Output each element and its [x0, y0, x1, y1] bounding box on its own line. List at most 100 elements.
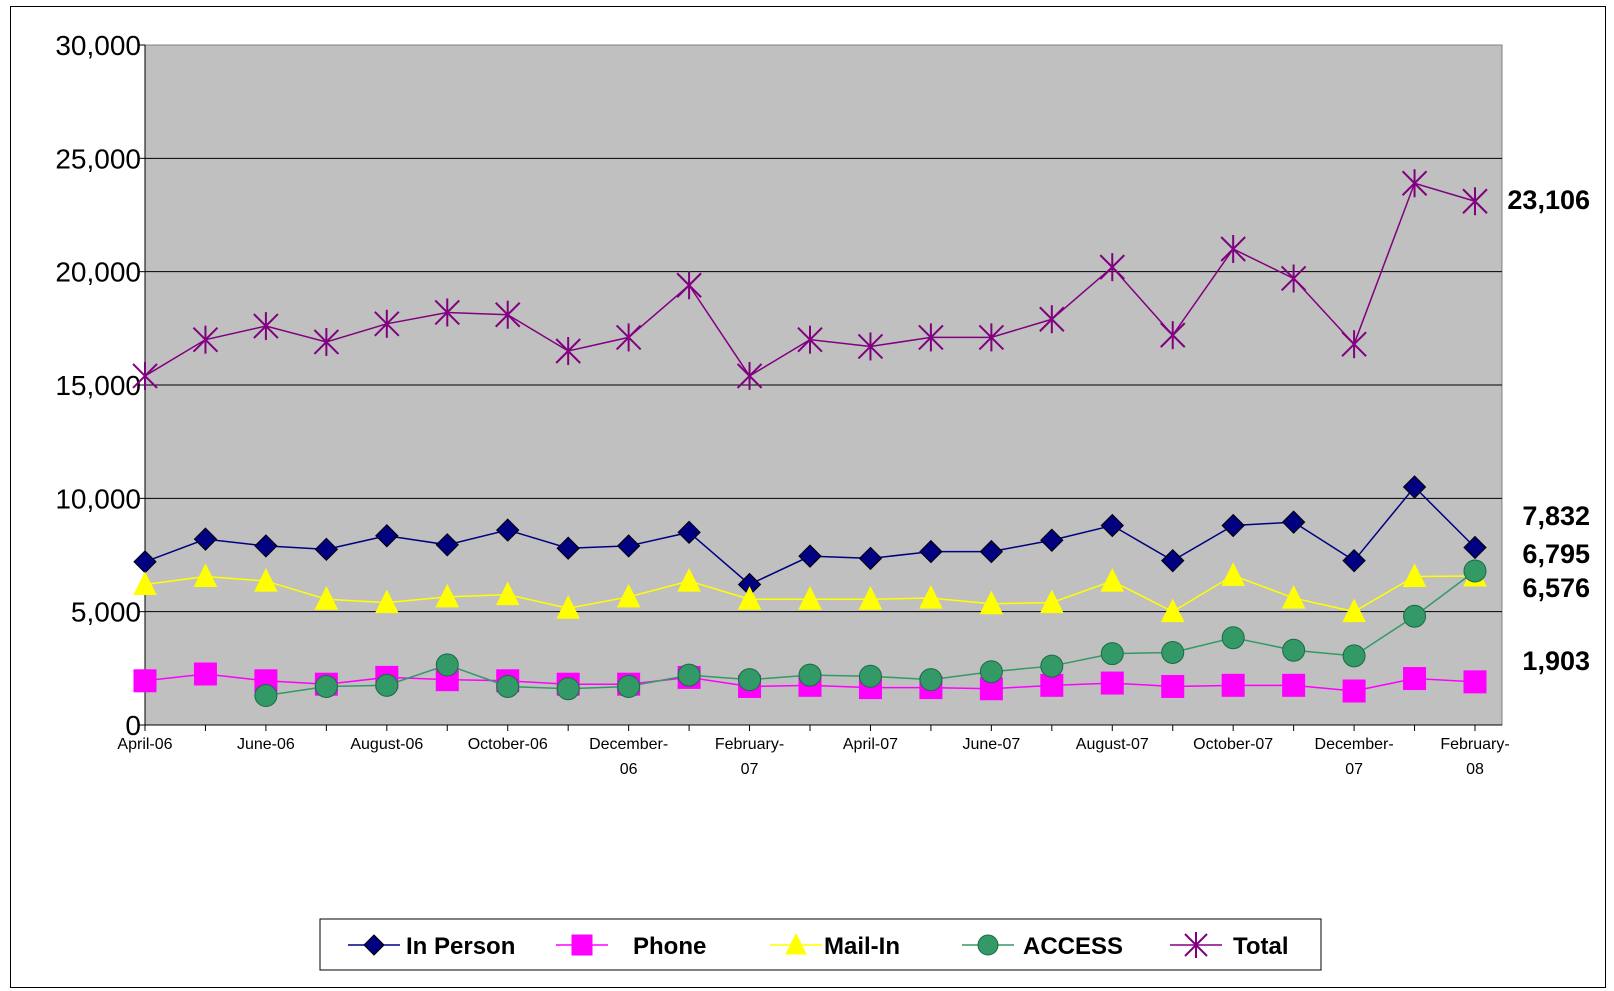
- gridlines: [145, 157, 1502, 613]
- data-point: [857, 332, 884, 361]
- y-tick-label: 5,000: [71, 597, 141, 628]
- data-point: [1281, 584, 1306, 609]
- data-point: [495, 300, 521, 329]
- x-tick-label: June-07: [962, 736, 1020, 753]
- data-point: [363, 934, 385, 956]
- end-label: 6,576: [1522, 573, 1590, 603]
- end-label: 23,106: [1507, 185, 1590, 215]
- data-point: [254, 684, 278, 708]
- data-point: [1281, 510, 1306, 534]
- data-point: [1462, 187, 1488, 216]
- data-point: [496, 674, 520, 698]
- data-point: [314, 537, 339, 562]
- data-point: [736, 361, 763, 390]
- data-point: [1221, 513, 1245, 538]
- data-point: [798, 586, 822, 610]
- data-point: [738, 668, 762, 692]
- data-point: [1040, 528, 1064, 552]
- data-point: [555, 337, 581, 365]
- legend-item-phone: Phone: [556, 933, 706, 960]
- end-label: 7,832: [1522, 501, 1590, 531]
- data-point: [254, 534, 278, 558]
- data-point: [1160, 598, 1185, 623]
- data-point: [798, 544, 822, 568]
- data-point: [1039, 305, 1065, 334]
- data-point: [615, 323, 642, 352]
- data-point: [1100, 567, 1125, 592]
- legend-item-total: Total: [1170, 932, 1289, 960]
- x-tick-label: December-06: [589, 736, 668, 778]
- data-point: [1221, 562, 1245, 586]
- data-point: [1463, 670, 1487, 694]
- legend: In Person Phone Mail-In ACCESS Total: [319, 918, 1322, 971]
- legend-label: In Person: [406, 933, 515, 960]
- data-point: [858, 546, 883, 571]
- data-point: [919, 668, 943, 692]
- data-point: [785, 932, 807, 955]
- data-point: [1040, 589, 1064, 614]
- data-point: [978, 323, 1005, 352]
- data-point: [313, 327, 340, 356]
- x-tick-label: February-08: [1440, 736, 1509, 778]
- y-tick-label: 0: [125, 710, 141, 741]
- legend-label: Mail-In: [824, 933, 900, 960]
- data-point: [979, 539, 1004, 564]
- x-tick-label: April-06: [117, 736, 172, 753]
- series-access: [254, 559, 1487, 708]
- data-point: [1403, 604, 1427, 628]
- x-tick-label: August-06: [350, 736, 423, 753]
- data-point: [798, 663, 822, 687]
- x-tick-label: June-06: [237, 736, 295, 753]
- data-point: [193, 527, 218, 551]
- data-point: [495, 581, 520, 606]
- legend-item-mail-in: Mail-In: [770, 932, 900, 960]
- data-point: [616, 583, 641, 608]
- data-point: [193, 662, 217, 686]
- data-point: [1099, 253, 1125, 282]
- data-point: [1341, 330, 1367, 359]
- y-tick-label: 25,000: [55, 143, 141, 174]
- data-point: [677, 567, 701, 592]
- data-point: [556, 677, 580, 701]
- data-point: [979, 590, 1004, 615]
- x-tick-label: February-07: [715, 736, 784, 778]
- y-tick-label: 30,000: [55, 30, 141, 61]
- x-tick-label: October-06: [468, 736, 548, 753]
- data-point: [435, 653, 459, 677]
- data-point: [737, 586, 762, 610]
- legend-label: Phone: [633, 933, 706, 960]
- end-labels: 7,832 1,903 6,576 6,795 23,106: [1507, 185, 1590, 676]
- data-point: [1342, 548, 1366, 573]
- data-point: [192, 325, 219, 354]
- data-point: [1100, 642, 1124, 666]
- x-tick-label: October-07: [1193, 736, 1273, 753]
- data-point: [979, 660, 1003, 684]
- legend-item-in-person: In Person: [348, 933, 515, 960]
- data-point: [1342, 598, 1366, 623]
- end-label: 1,903: [1522, 646, 1590, 676]
- data-point: [616, 534, 641, 558]
- data-point: [1282, 673, 1306, 697]
- data-point: [1403, 667, 1427, 691]
- data-point: [374, 309, 400, 338]
- data-point: [133, 669, 157, 693]
- data-point: [858, 664, 882, 688]
- data-point: [1161, 548, 1185, 573]
- data-point: [1040, 654, 1064, 678]
- legend-label: ACCESS: [1023, 933, 1123, 960]
- data-point: [1402, 475, 1427, 499]
- data-point: [797, 325, 823, 354]
- data-point: [1184, 932, 1208, 958]
- data-point: [375, 524, 399, 548]
- data-point: [556, 595, 580, 619]
- data-point: [253, 312, 279, 341]
- data-point: [1280, 264, 1307, 293]
- data-point: [1161, 640, 1185, 664]
- series-group: [132, 169, 1488, 708]
- data-point: [677, 520, 701, 545]
- data-point: [254, 567, 278, 592]
- data-point: [617, 674, 641, 698]
- series-total: [132, 169, 1488, 390]
- data-point: [133, 571, 157, 595]
